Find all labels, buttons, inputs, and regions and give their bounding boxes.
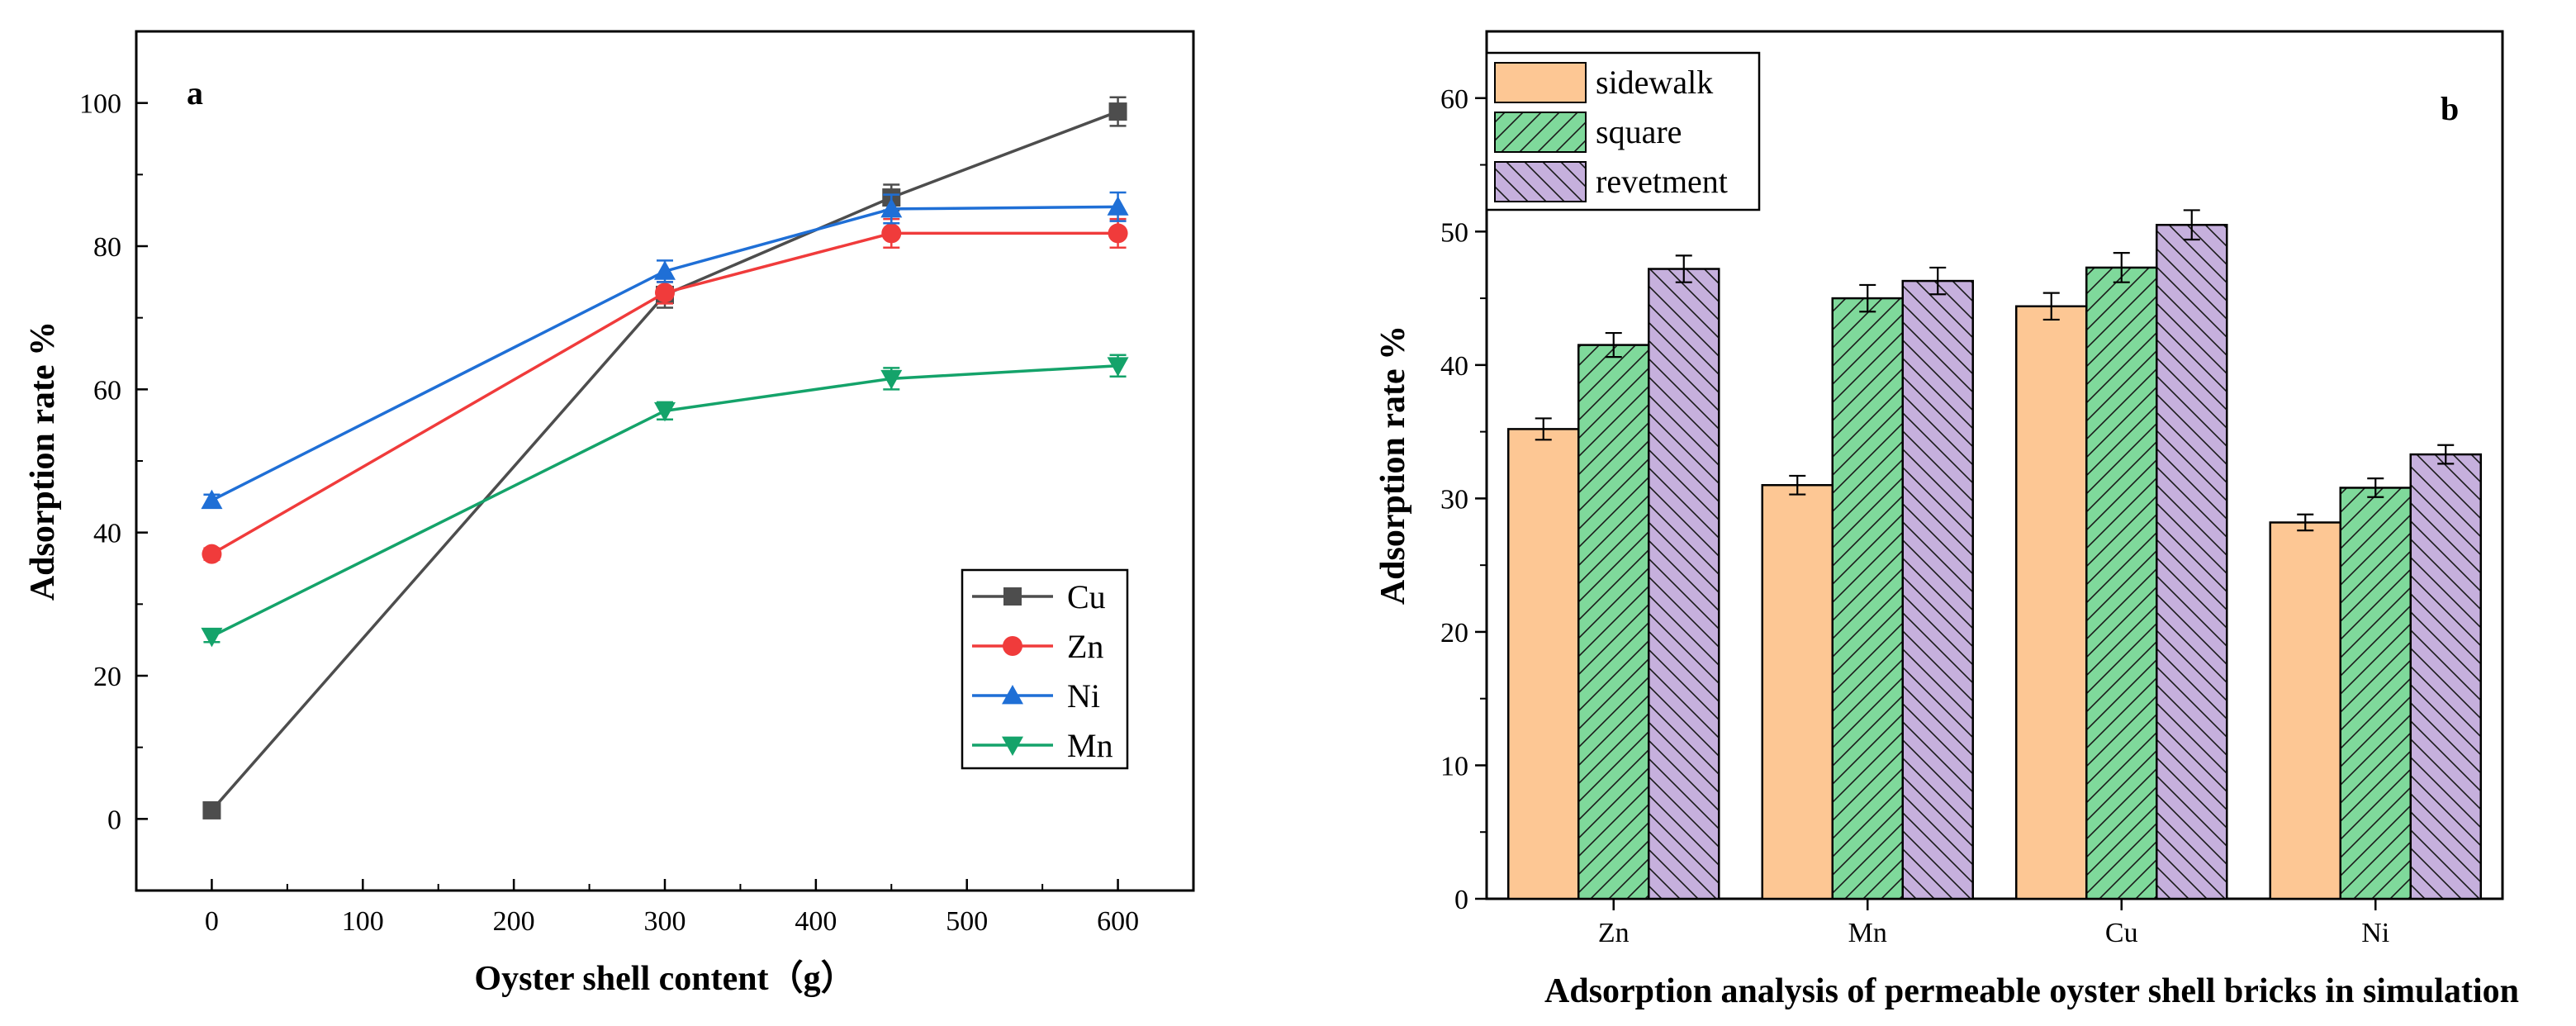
legend-label: Zn bbox=[1067, 628, 1103, 665]
data-point-zn bbox=[881, 223, 902, 244]
series-line-zn bbox=[211, 231, 1118, 556]
data-point-zn bbox=[655, 283, 675, 303]
bar-chart-panel: 0 10 20 30 40 50 60 Zn Mn Cu Ni b Adsorption anal… bbox=[1374, 30, 2519, 1010]
data-point-mn bbox=[654, 401, 676, 422]
x-tick-label: 0 bbox=[205, 906, 219, 937]
x-tick-label: 300 bbox=[644, 906, 686, 937]
y-axis: 0 20 40 60 80 100 bbox=[79, 89, 148, 835]
bar-sidewalk-cu bbox=[2015, 305, 2088, 900]
data-point-cu bbox=[1108, 102, 1127, 121]
legend-label: Cu bbox=[1067, 578, 1106, 615]
legend-label: revetment bbox=[1596, 163, 1728, 200]
data-point-mn bbox=[201, 627, 223, 648]
legend-marker bbox=[1003, 587, 1022, 606]
x-tick-label: Cu bbox=[2105, 918, 2138, 948]
x-axis-title: Oyster shell content（g） bbox=[474, 959, 855, 998]
y-tick-label: 80 bbox=[93, 232, 121, 263]
y-tick-label: 0 bbox=[1454, 885, 1468, 915]
data-point-mn bbox=[880, 369, 903, 390]
line-chart-panel: 0 20 40 60 80 100 0 100 200 300 400 500 600 a Oyste… bbox=[24, 30, 1195, 998]
bar-sidewalk-ni bbox=[2269, 521, 2341, 900]
data-point-ni bbox=[201, 489, 223, 510]
y-tick-label: 0 bbox=[107, 805, 121, 835]
bar-revetment-ni bbox=[2409, 453, 2482, 900]
data-point-zn bbox=[202, 544, 222, 564]
bars-group bbox=[1507, 209, 2482, 900]
panel-label-a: a bbox=[187, 74, 203, 112]
legend-label: square bbox=[1596, 113, 1682, 150]
y-tick-label: 10 bbox=[1440, 751, 1468, 781]
legend-label: Ni bbox=[1067, 677, 1100, 715]
legend: sidewalk square revetment bbox=[1485, 51, 1761, 211]
data-point-ni bbox=[654, 260, 676, 280]
y-tick-label: 40 bbox=[1440, 351, 1468, 382]
y-tick-label: 20 bbox=[1440, 618, 1468, 648]
y-tick-label: 20 bbox=[93, 662, 121, 692]
legend-label: Mn bbox=[1067, 727, 1113, 764]
legend-swatch-revetment bbox=[1494, 161, 1587, 202]
panel-label-b: b bbox=[2441, 90, 2459, 127]
y-axis-title: Adsorption rate % bbox=[1374, 325, 1412, 605]
bar-revetment-mn bbox=[1901, 279, 1974, 900]
x-axis-title: Adsorption analysis of permeable oyster … bbox=[1544, 972, 2519, 1010]
plot-area-frame bbox=[1485, 30, 2504, 900]
bar-sidewalk-mn bbox=[1761, 483, 1834, 900]
x-tick-label: Mn bbox=[1848, 918, 1887, 948]
bar-square-ni bbox=[2339, 487, 2412, 900]
x-tick-label: 100 bbox=[342, 906, 384, 937]
series-line-ni bbox=[211, 205, 1118, 502]
legend-swatch-square bbox=[1494, 112, 1587, 153]
bar-revetment-zn bbox=[1648, 268, 1720, 900]
legend-label: sidewalk bbox=[1596, 64, 1713, 101]
y-tick-label: 60 bbox=[93, 375, 121, 406]
legend-marker bbox=[1002, 736, 1023, 756]
series-group bbox=[201, 96, 1129, 819]
x-axis: Zn Mn Cu Ni bbox=[1598, 899, 2389, 948]
x-tick-label: 600 bbox=[1097, 906, 1139, 937]
x-tick-label: 400 bbox=[795, 906, 837, 937]
y-tick-label: 30 bbox=[1440, 484, 1468, 515]
x-tick-label: Zn bbox=[1598, 918, 1630, 948]
y-tick-label: 60 bbox=[1440, 84, 1468, 115]
bar-sidewalk-zn bbox=[1507, 428, 1580, 900]
bar-revetment-cu bbox=[2156, 223, 2228, 900]
series-line-cu bbox=[211, 110, 1119, 812]
data-point-zn bbox=[1108, 223, 1128, 244]
y-tick-label: 50 bbox=[1440, 217, 1468, 248]
y-tick-label: 40 bbox=[93, 519, 121, 549]
x-tick-label: 500 bbox=[946, 906, 988, 937]
data-point-mn bbox=[1107, 357, 1129, 377]
x-tick-label: 200 bbox=[493, 906, 535, 937]
data-point-cu bbox=[202, 800, 221, 819]
y-axis-title: Adsorption rate % bbox=[24, 321, 62, 601]
legend: Cu Zn Ni Mn bbox=[961, 568, 1129, 770]
x-axis: 0 100 200 300 400 500 600 bbox=[205, 879, 1139, 937]
legend-marker bbox=[1003, 636, 1022, 656]
bar-square-mn bbox=[1831, 297, 1904, 900]
y-tick-label: 100 bbox=[79, 89, 121, 120]
legend-box bbox=[961, 568, 1129, 770]
legend-marker bbox=[1002, 685, 1023, 705]
bar-square-zn bbox=[1577, 344, 1650, 900]
y-axis: 0 10 20 30 40 50 60 bbox=[1440, 84, 1487, 915]
bar-square-cu bbox=[2085, 266, 2158, 900]
x-tick-label: Ni bbox=[2361, 918, 2389, 948]
series-line-mn bbox=[211, 363, 1118, 638]
legend-swatch-sidewalk bbox=[1494, 62, 1587, 103]
data-point-ni bbox=[1107, 196, 1129, 216]
data-point-ni bbox=[880, 197, 903, 218]
